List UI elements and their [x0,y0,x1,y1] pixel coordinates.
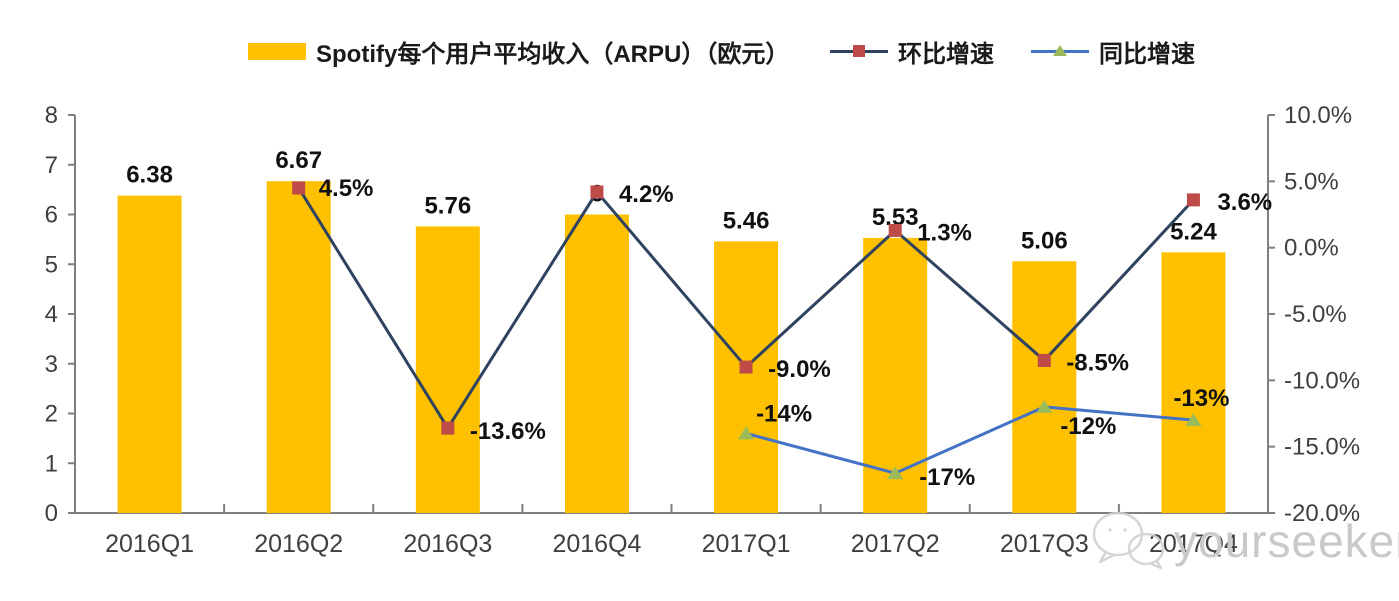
qoq-marker-2016Q2 [292,181,306,195]
qoq-marker-2016Q3 [441,421,455,435]
qoq-label-2017Q1: -9.0% [768,356,831,383]
qoq-marker-2016Q4 [590,185,604,199]
left-axis-tick-label: 3 [45,351,58,378]
chart-legend: Spotify每个用户平均收入（ARPU）（欧元） 环比增速 同比增速 [0,34,1399,68]
left-axis-tick-label: 7 [45,152,58,179]
right-axis-tick-label: -15.0% [1284,434,1360,461]
x-axis-label: 2016Q2 [254,530,343,558]
x-axis-label: 2017Q2 [851,530,940,558]
qoq-label-2016Q2: 4.5% [319,175,374,202]
qoq-label-2016Q3: -13.6% [470,418,546,445]
x-axis-label: 2017Q3 [1000,530,1089,558]
qoq-marker-2017Q1 [739,360,753,374]
legend-label-qoq: 环比增速 [898,40,994,68]
qoq-label-2016Q4: 4.2% [619,181,674,208]
yoy-marker-2017Q4 [1185,413,1202,427]
right-axis-tick-label: -5.0% [1284,301,1347,328]
yoy-label-2017Q2: -17% [919,464,975,491]
legend-item-yoy: 同比增速 [1031,34,1195,68]
bar-2016Q1 [117,195,182,513]
legend-item-qoq: 环比增速 [830,34,994,68]
qoq-label-2017Q2: 1.3% [917,219,972,246]
left-axis-tick-label: 2 [45,401,58,428]
yoy-label-2017Q1: -14% [756,400,812,427]
yoy-line [745,405,1194,475]
bar-2016Q3 [415,226,480,513]
x-axis-label: 2017Q1 [702,530,791,558]
x-axis-label: 2016Q4 [552,530,641,558]
qoq-line-marker-icon [830,44,888,57]
bar-label-2016Q2: 6.67 [275,147,322,174]
yoy-marker-2017Q2 [887,466,904,480]
bar-2016Q2 [266,181,331,514]
bar-2017Q3 [1012,261,1077,513]
yoy-marker-2017Q1 [738,426,755,440]
bar-2017Q1 [714,241,779,514]
bar-swatch-icon [248,42,306,60]
right-axis-tick-label: 10.0% [1284,102,1352,129]
qoq-label-2017Q4: 3.6% [1217,189,1272,216]
yoy-label-2017Q4: -13% [1173,385,1229,412]
right-axis-tick-label: -20.0% [1284,500,1360,527]
yoy-marker-2017Q3 [1036,399,1053,413]
bar-label-2017Q4: 5.24 [1170,218,1217,245]
bar-label-2017Q3: 5.06 [1021,227,1068,254]
left-axis-tick-label: 4 [45,301,58,328]
qoq-marker-2017Q3 [1037,353,1051,367]
bar-label-2016Q1: 6.38 [126,162,173,189]
qoq-marker-2017Q2 [888,223,902,237]
left-axis-tick-label: 6 [45,202,58,229]
qoq-label-2017Q3: -8.5% [1066,349,1129,376]
bar-2017Q4 [1161,252,1226,513]
bar-2016Q4 [564,214,629,513]
right-axis-tick-label: -10.0% [1284,367,1360,394]
yoy-line-marker-icon [1031,44,1089,56]
yoy-label-2017Q3: -12% [1060,413,1116,440]
left-axis-tick-label: 0 [45,500,58,527]
legend-label-yoy: 同比增速 [1099,40,1195,68]
x-axis-label: 2017Q4 [1149,530,1238,558]
bar-label-2017Q1: 5.46 [723,207,770,234]
legend-label-arpu: Spotify每个用户平均收入（ARPU）（欧元） [316,40,790,68]
right-axis-tick-label: 5.0% [1284,168,1339,195]
x-axis-label: 2016Q3 [403,530,492,558]
bar-label-2016Q3: 5.76 [424,192,471,219]
qoq-marker-2017Q4 [1186,193,1200,207]
right-axis-tick-label: 0.0% [1284,235,1339,262]
left-axis-tick-label: 1 [45,450,58,477]
x-axis-label: 2016Q1 [105,530,194,558]
left-axis-tick-label: 5 [45,251,58,278]
left-axis-tick-label: 8 [45,102,58,129]
legend-item-arpu: Spotify每个用户平均收入（ARPU）（欧元） [248,34,789,68]
